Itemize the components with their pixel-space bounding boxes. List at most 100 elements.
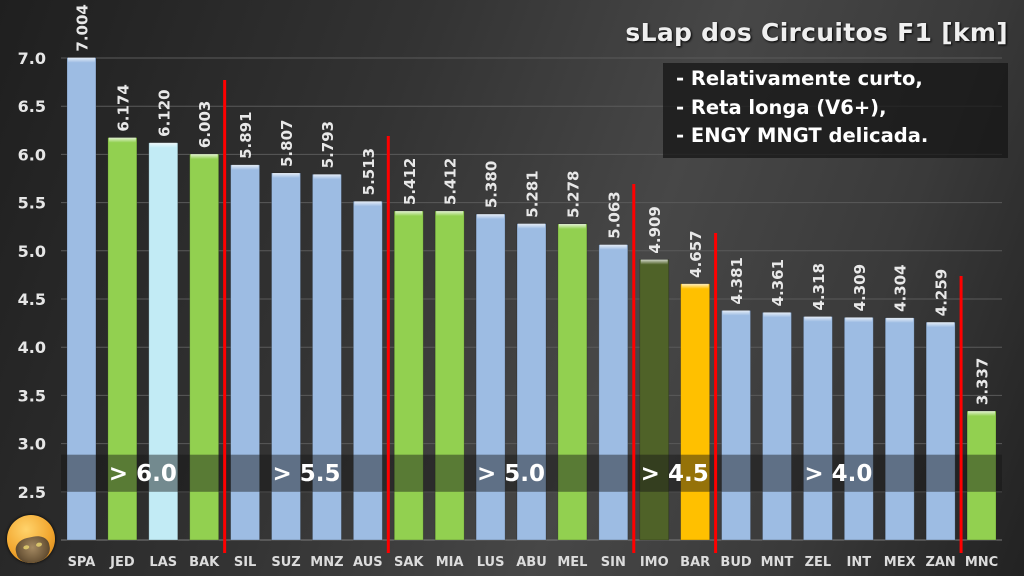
bar: [271, 172, 301, 541]
x-tick-label: SPA: [68, 555, 96, 570]
x-tick-label: ZAN: [925, 555, 955, 570]
value-label: 6.174: [114, 84, 132, 131]
value-label: 3.337: [974, 358, 992, 405]
bar-highlight: [845, 317, 873, 323]
bar: [393, 210, 424, 541]
bar: [312, 173, 342, 541]
bar-highlight: [886, 317, 914, 323]
bar: [843, 317, 874, 541]
group-dividers: [223, 80, 963, 553]
value-label: 4.909: [646, 206, 664, 253]
bar: [802, 316, 833, 541]
value-label: 4.318: [810, 263, 828, 310]
x-tick-label: BAR: [680, 555, 710, 570]
bar-highlight: [763, 312, 791, 318]
bar-highlight: [518, 223, 545, 229]
bar: [107, 137, 138, 541]
bar: [966, 410, 997, 541]
value-label: 4.361: [769, 259, 787, 306]
bar-highlight: [804, 316, 832, 322]
value-label: 5.807: [278, 120, 296, 167]
value-label: 5.412: [401, 158, 419, 205]
bars: [66, 57, 997, 541]
x-tick-label: SIL: [234, 555, 256, 570]
value-label: 5.278: [564, 171, 582, 218]
x-tick-label: LUS: [477, 555, 505, 570]
bar: [721, 310, 751, 541]
value-label: 4.657: [687, 230, 705, 277]
value-label: 5.063: [605, 191, 623, 238]
y-tick-label: 3.0: [18, 435, 46, 454]
x-tick-label: MEX: [884, 555, 916, 570]
y-tick-label: 4.5: [18, 290, 46, 309]
value-label: 5.891: [237, 111, 255, 158]
note-line: - ENGY MNGT delicada.: [676, 124, 929, 147]
group-label: > 6.0: [109, 461, 177, 487]
y-tick-label: 6.5: [18, 97, 46, 116]
bar: [516, 223, 547, 541]
bar-highlight: [149, 142, 177, 148]
bar: [557, 223, 588, 541]
y-tick-label: 6.0: [18, 145, 46, 164]
bar-highlight: [190, 154, 218, 160]
y-tick-label: 7.0: [18, 49, 46, 68]
bar: [884, 317, 915, 541]
bar: [434, 210, 465, 541]
bar-highlight: [67, 57, 95, 63]
x-tick-label: MEL: [557, 555, 587, 570]
bar-highlight: [927, 322, 955, 328]
group-label: > 5.5: [272, 461, 340, 487]
x-tick-label: MIA: [436, 555, 464, 570]
notes-box: - Relativamente curto, - Reta longa (V6+…: [663, 63, 1008, 158]
chart-title: sLap dos Circuitos F1 [km]: [625, 18, 1008, 47]
bar-highlight: [558, 224, 586, 230]
x-tick-label: SIN: [601, 555, 626, 570]
value-label: 4.381: [728, 257, 746, 304]
bar-highlight: [231, 164, 259, 170]
group-label: > 4.0: [804, 461, 872, 487]
x-tick-label: MNZ: [310, 555, 343, 570]
value-label: 6.003: [196, 101, 214, 148]
value-label: 5.513: [360, 148, 378, 195]
bar-highlight: [681, 283, 709, 289]
x-tick-label: MNT: [761, 555, 794, 570]
y-tick-label: 2.5: [18, 483, 46, 502]
y-tick-label: 3.5: [18, 386, 46, 405]
y-tick-label: 5.0: [18, 242, 46, 261]
bar: [475, 213, 506, 541]
x-tick-label: SAK: [394, 555, 424, 570]
group-label: > 4.5: [641, 461, 709, 487]
y-tick-label: 5.5: [18, 194, 46, 213]
bar-highlight: [722, 310, 750, 316]
value-label: 5.281: [524, 170, 542, 217]
bar: [66, 57, 97, 541]
note-line: - Reta longa (V6+),: [676, 95, 887, 119]
x-tick-label: ABU: [516, 555, 547, 570]
x-tick-label: BUD: [720, 555, 751, 570]
x-tick-label: LAS: [149, 555, 177, 570]
bar-highlight: [640, 259, 668, 265]
x-tick-label: BAK: [189, 555, 220, 570]
bar: [680, 283, 711, 541]
bar-highlight: [436, 211, 464, 217]
y-tick-label: 4.0: [18, 338, 46, 357]
x-axis: SPA JED LAS BAK SIL SUZ MNZ AUS SAK MIA LUS ABU MEL S…: [68, 555, 999, 570]
bar: [639, 259, 670, 541]
x-tick-label: JED: [109, 555, 135, 570]
bar-highlight: [354, 201, 382, 207]
value-label: 5.380: [483, 161, 501, 208]
value-label: 4.309: [851, 264, 869, 311]
value-label: 5.412: [442, 158, 460, 205]
note-line: - Relativamente curto,: [676, 67, 923, 90]
value-labels: 7.004 6.174 6.120 6.003 5.891 5.807 5.793 5.513…: [73, 4, 991, 405]
x-tick-label: IMO: [640, 555, 669, 570]
bar-highlight: [968, 411, 996, 417]
bar-highlight: [313, 174, 341, 180]
group-label: > 5.0: [477, 461, 545, 487]
y-axis: 2.5 3.0 3.5 4.0 4.5 5.0 5.5 6.0 6.5 7.0: [18, 49, 46, 502]
bar-highlight: [108, 137, 136, 143]
bar-highlight: [599, 244, 627, 250]
value-label: 5.793: [319, 121, 337, 168]
group-band: [61, 454, 1002, 492]
